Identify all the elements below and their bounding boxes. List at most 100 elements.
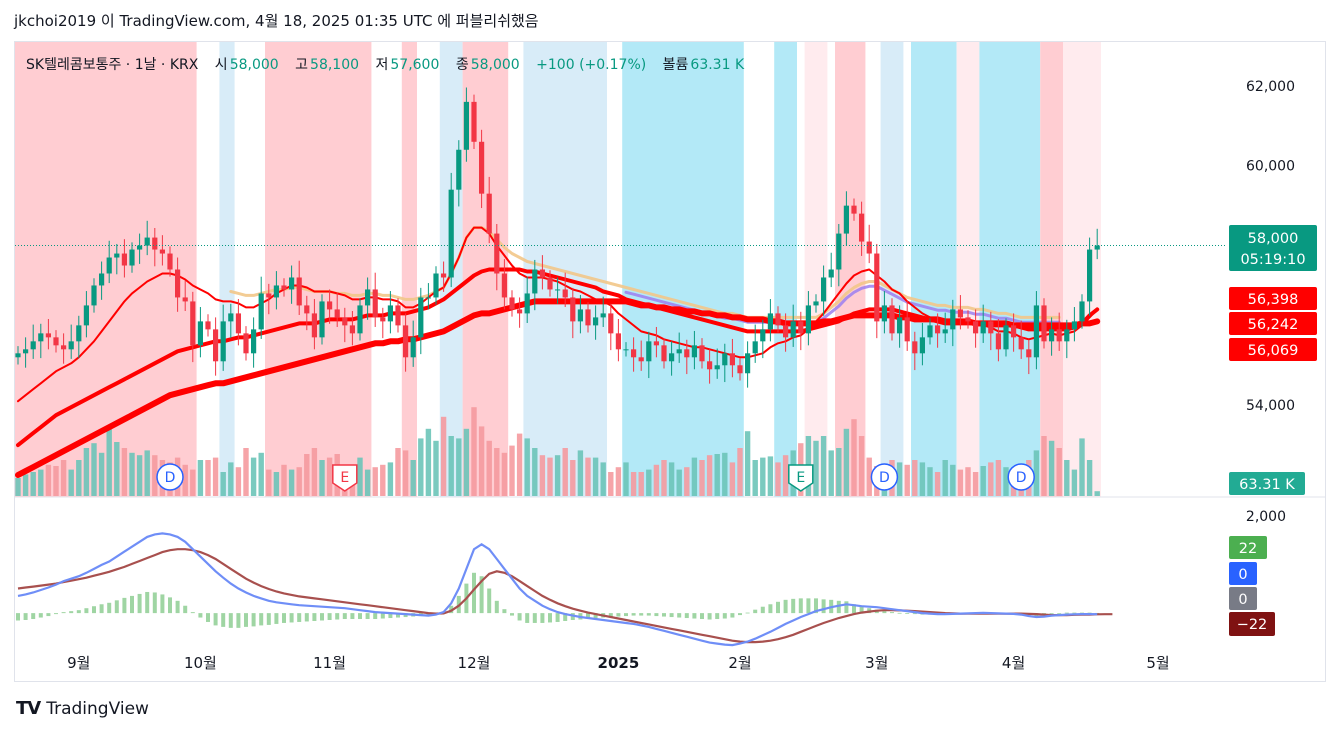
- volume-bar: [433, 440, 439, 496]
- volume-bar: [699, 460, 705, 496]
- volume-bar: [912, 460, 918, 496]
- volume-bar: [608, 472, 614, 496]
- candle-body: [555, 289, 561, 291]
- volume-bar: [858, 436, 865, 496]
- legend-low-label: 저: [375, 57, 389, 73]
- macd-hist-badge: 22: [1229, 536, 1267, 559]
- macd-hist-badge-text: 22: [1239, 541, 1257, 557]
- volume-bar: [934, 472, 941, 496]
- volume-bar: [919, 462, 926, 496]
- macd-zero-badge-bg: [1229, 587, 1257, 610]
- legend-close: 58,000: [470, 57, 520, 73]
- macd-histogram-bar: [297, 613, 302, 622]
- macd-histogram-bar: [608, 613, 613, 618]
- candle-body: [813, 301, 819, 306]
- macd-histogram-bar: [563, 613, 568, 621]
- legend-symbol[interactable]: SK텔레콤보통주 · 1날 · KRX: [26, 57, 199, 73]
- candle-body: [456, 149, 462, 190]
- candle-body: [722, 353, 728, 366]
- macd-histogram-bar: [555, 613, 560, 622]
- macd-signal-badge-bg: [1229, 612, 1275, 636]
- time-tick-label: 5월: [1146, 654, 1169, 672]
- candle-body: [615, 333, 621, 350]
- candle-body: [121, 253, 127, 266]
- candle-body: [175, 269, 181, 298]
- volume-bar: [22, 474, 29, 496]
- dividend-marker-icon[interactable]: [870, 463, 899, 491]
- candle-body: [775, 313, 781, 326]
- volume-bar: [83, 448, 90, 496]
- event-label: D: [879, 470, 890, 486]
- candle-body: [137, 245, 143, 250]
- candle-body: [205, 321, 211, 330]
- candle-body: [631, 349, 637, 358]
- background-zone: [880, 42, 904, 497]
- last-price-badge: 58,000 05:19:10: [1229, 225, 1317, 271]
- time-tick-label: 9월: [67, 654, 90, 672]
- macd-histogram-bar: [23, 613, 28, 620]
- candle-body: [509, 297, 515, 310]
- candle-body: [30, 341, 36, 350]
- candle-body: [836, 233, 842, 270]
- volume-bar: [539, 455, 546, 496]
- ma3-badge-text: 56,069: [1248, 343, 1299, 359]
- earnings-marker-icon[interactable]: [332, 464, 358, 492]
- background-zone: [265, 42, 372, 497]
- macd-hist-badge-bg: [1229, 536, 1267, 559]
- macd-histogram-bar: [236, 613, 241, 628]
- ma2-badge-text: 56,242: [1248, 317, 1299, 333]
- macd-histogram-bar: [426, 613, 431, 616]
- dividend-marker-icon[interactable]: [1007, 463, 1035, 491]
- candle-body: [1033, 305, 1039, 358]
- candle-body: [213, 329, 219, 362]
- chart-frame[interactable]: [14, 41, 1326, 682]
- macd-histogram-bar: [130, 595, 134, 614]
- macd-line-badge-bg: [1229, 562, 1257, 585]
- volume-bar: [220, 472, 226, 496]
- macd-signal-line: [17, 548, 1113, 644]
- candle-body: [935, 325, 941, 334]
- macd-line-badge-text: 0: [1238, 567, 1247, 583]
- volume-bar: [402, 450, 409, 496]
- candle-body: [235, 313, 241, 334]
- volume-bar: [965, 467, 971, 496]
- candle-body: [805, 305, 811, 334]
- macd-histogram-bar: [593, 613, 598, 619]
- candle-body: [99, 273, 105, 286]
- macd-histogram-bar: [532, 613, 537, 623]
- volume-bar: [471, 407, 477, 496]
- earnings-marker-icon[interactable]: [788, 464, 814, 492]
- candle-body: [843, 205, 849, 234]
- macd-axis[interactable]: 2,000: [1246, 509, 1286, 525]
- candle-body: [403, 325, 409, 358]
- candle-body: [942, 329, 948, 334]
- macd-histogram-bar: [114, 600, 119, 614]
- macd-histogram-bar: [304, 613, 309, 622]
- candle-body: [144, 237, 150, 246]
- volume-bar: [121, 448, 128, 496]
- candle-body: [1087, 249, 1093, 302]
- macd-histogram-bar: [897, 612, 902, 614]
- last-price-badge-text: 58,000: [1248, 231, 1299, 247]
- candle-body: [669, 353, 675, 362]
- candle-body: [76, 325, 82, 342]
- candle-body: [129, 249, 135, 266]
- volume-bar: [585, 457, 591, 496]
- time-axis[interactable]: 9월 10월 11월 12월 2025 2월 3월 4월 5월: [67, 654, 1170, 672]
- volume-bar: [53, 466, 59, 496]
- candle-body: [927, 325, 933, 338]
- candle-body: [334, 309, 340, 318]
- tradingview-logo-icon: TV: [16, 698, 41, 719]
- footer-brand[interactable]: TV TradingView: [16, 698, 149, 719]
- volume-bar: [1094, 491, 1100, 496]
- candle-body: [524, 293, 530, 314]
- event-label: E: [796, 470, 805, 486]
- dividend-marker-icon[interactable]: [156, 463, 184, 491]
- candle-body: [304, 305, 310, 314]
- candle-body: [1003, 325, 1009, 350]
- volume-bar: [957, 469, 964, 496]
- volume-bar: [1048, 440, 1055, 496]
